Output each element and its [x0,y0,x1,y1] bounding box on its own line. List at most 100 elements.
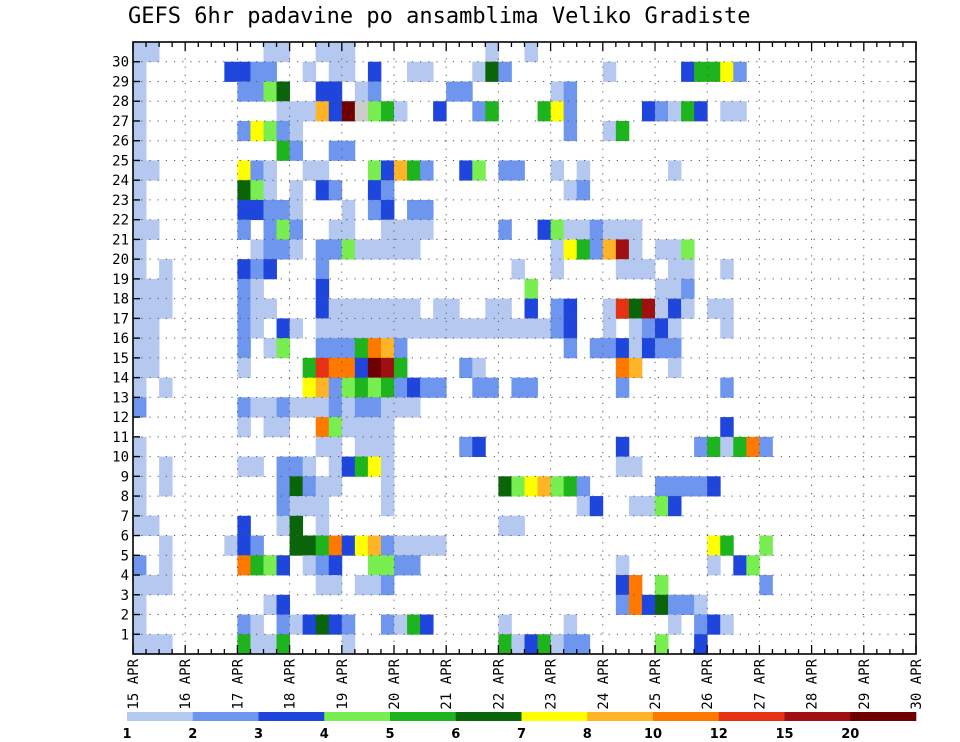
legend-swatch [850,712,917,721]
heatmap-cell [641,298,656,319]
heatmap-cell [315,476,330,497]
heatmap-cell [420,61,434,82]
heatmap-cell [263,42,277,63]
x-tick-label: 28 APR [805,658,821,709]
heatmap-cell [707,555,721,576]
heatmap-cell [407,298,421,319]
heatmap-cell [407,61,421,82]
heatmap-cell [707,476,721,497]
legend-label: 15 [775,727,793,742]
y-tick-label: 11 [112,430,129,446]
heatmap-cell [733,101,747,122]
heatmap-cell [498,61,512,82]
x-tick-label: 20 APR [387,658,403,709]
heatmap-cell [628,259,643,280]
heatmap-cell [354,535,369,556]
heatmap-cell [250,535,264,556]
heatmap-cell [276,338,290,359]
heatmap-cell [563,101,578,122]
heatmap-cell [472,318,486,339]
heatmap-cell [133,61,147,82]
heatmap-cell [341,101,356,122]
heatmap-cell [589,219,604,240]
heatmap-cell [289,120,304,142]
heatmap-cell [641,259,656,280]
heatmap-cell [328,338,343,359]
heatmap-cell [485,42,499,63]
heatmap-cell [159,555,173,576]
y-tick-label: 5 [121,548,129,564]
legend-swatch [455,712,522,721]
heatmap-cell [524,377,538,398]
heatmap-cell [615,338,630,359]
heatmap-cell [315,101,330,122]
heatmap-cell [341,535,356,556]
heatmap-cell [237,338,251,359]
heatmap-cell [537,634,551,655]
heatmap-cell [563,318,578,339]
heatmap-cell [159,278,173,300]
heatmap-cell [407,555,421,576]
heatmap-cell [694,101,708,122]
heatmap-cell [315,555,330,576]
heatmap-cell [250,199,264,221]
heatmap-cell [133,259,147,280]
heatmap-cell [655,634,669,655]
y-tick-label: 13 [112,390,129,406]
heatmap-cell [576,180,591,201]
heatmap-cell [433,101,447,122]
heatmap-cell [707,61,721,82]
heatmap-cell [276,476,290,497]
heatmap-cell [524,298,538,319]
heatmap-cell [394,614,408,635]
heatmap-cell [159,298,173,319]
heatmap-cell [224,61,238,82]
heatmap-cell [315,436,330,457]
y-tick-label: 12 [112,410,129,426]
heatmap-cell [746,555,760,576]
heatmap-cell [367,575,382,596]
heatmap-cell [315,259,330,280]
heatmap-cell [668,318,682,339]
heatmap-cell [563,239,578,260]
heatmap-cell [615,456,630,477]
heatmap-cell [289,180,304,201]
heatmap-cell [420,219,434,240]
heatmap-cell [563,180,578,201]
heatmap-cell [472,101,486,122]
legend-swatch [192,712,259,721]
heatmap-cell [159,634,173,655]
heatmap-cell [263,594,277,615]
y-tick-label: 14 [112,371,129,387]
heatmap-cell [302,614,317,635]
heatmap-cell [380,397,395,418]
heatmap-cell [263,81,277,102]
x-tick-label: 26 APR [700,658,716,709]
heatmap-cell [146,575,160,596]
heatmap-cell [380,338,395,359]
x-tick-label: 16 APR [178,658,194,709]
heatmap-cell [615,357,630,379]
heatmap-cell [237,199,251,221]
heatmap-cell [276,318,290,339]
heatmap-cell [655,278,669,300]
heatmap-cell [576,476,591,497]
heatmap-cell [720,614,734,635]
heatmap-cell [263,338,277,359]
heatmap-cell [237,634,251,655]
heatmap-cell [250,239,264,260]
heatmap-cell [668,278,682,300]
heatmap-cell [524,42,538,63]
heatmap-cell [328,42,343,63]
legend-label: 12 [710,727,728,742]
heatmap-cell [668,476,682,497]
heatmap-cell [720,101,734,122]
heatmap-cell [407,535,421,556]
heatmap-cell [237,318,251,339]
heatmap-cell [276,555,290,576]
heatmap-cell [133,377,147,398]
heatmap-cell [472,357,486,379]
heatmap-cell [668,338,682,359]
heatmap-cell [394,338,408,359]
heatmap-cell [354,338,369,359]
